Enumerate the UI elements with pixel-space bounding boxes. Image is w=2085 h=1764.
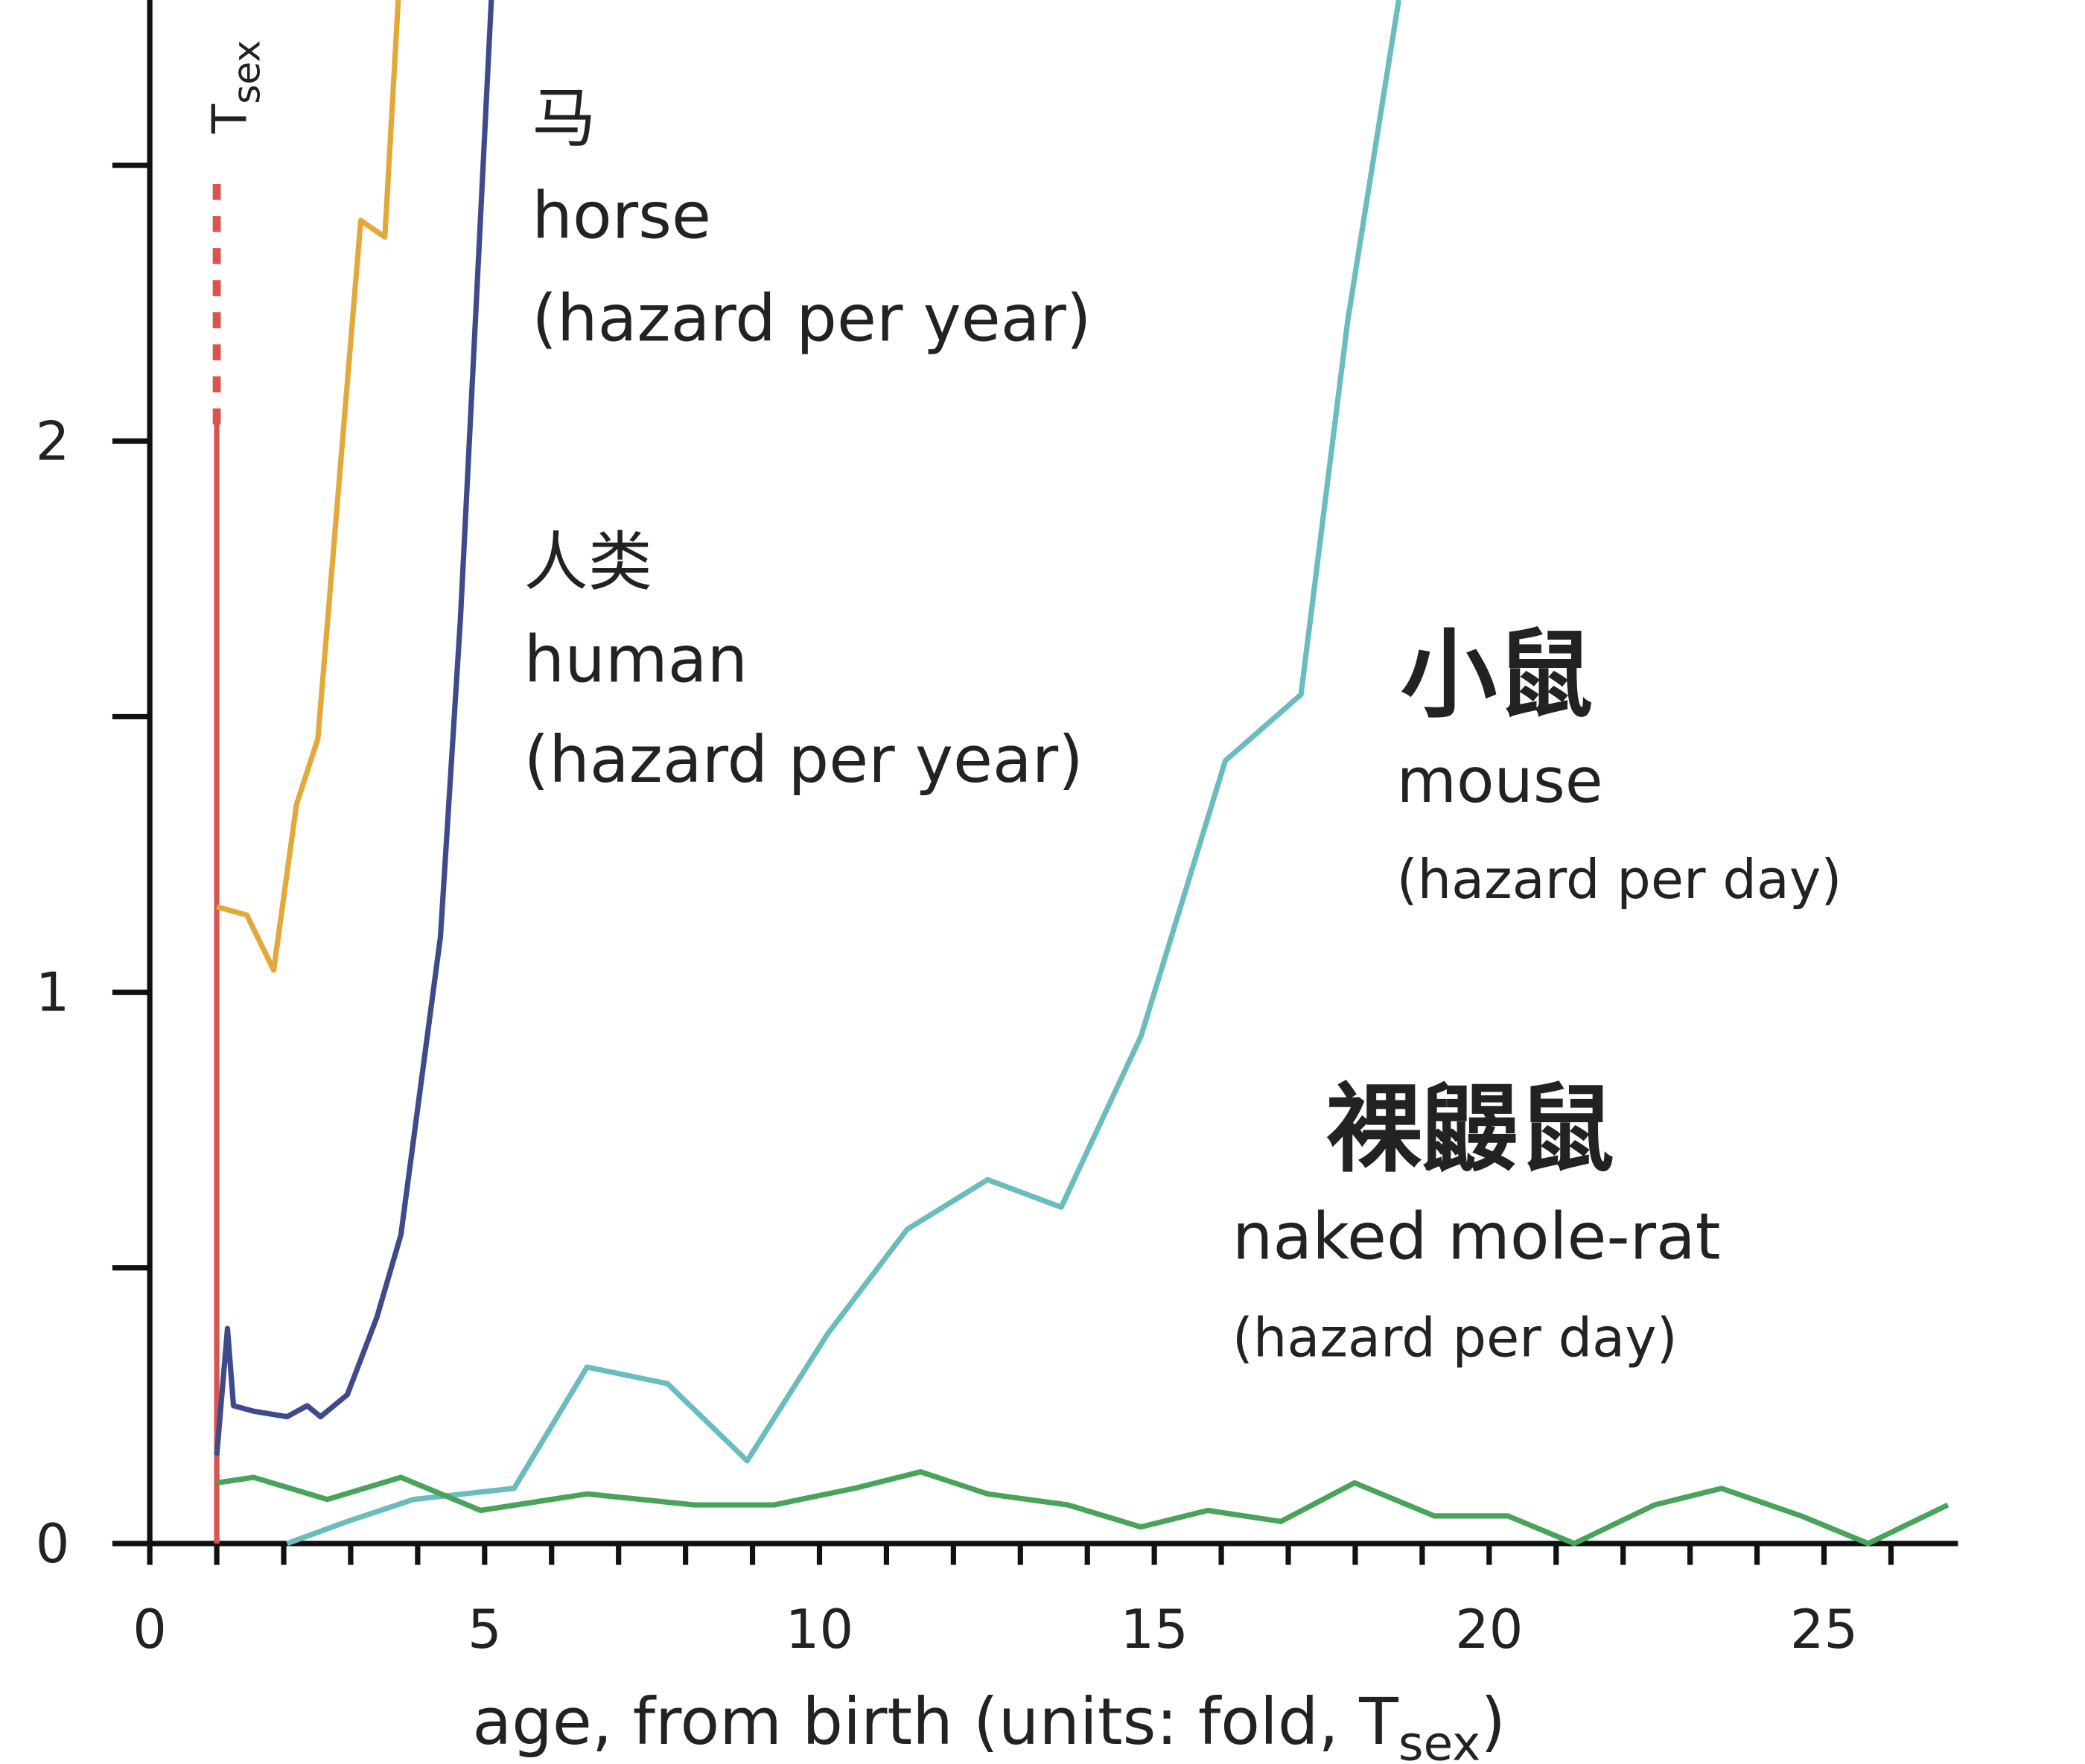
tsex-label-main: T xyxy=(203,104,258,134)
series-label-cn: 小鼠 xyxy=(1401,620,1593,731)
series-line xyxy=(216,0,401,973)
x-tick-label: 10 xyxy=(786,1598,853,1660)
x-axis-label-part: sex xyxy=(1398,1716,1480,1764)
series-unit: (hazard per year) xyxy=(532,282,1091,357)
x-tick-label: 15 xyxy=(1120,1598,1188,1660)
series-label-cn: 人类 xyxy=(524,525,652,599)
plot-area xyxy=(214,0,1949,1547)
series-label-cn: 马 xyxy=(532,81,596,156)
series-line xyxy=(286,0,1401,1547)
x-axis-label-part: ) xyxy=(1480,1685,1506,1760)
series-label: mouse xyxy=(1397,745,1603,817)
x-axis-label: age, from birth (units: fold, Tsex) xyxy=(472,1685,1506,1764)
series-label: human xyxy=(524,623,748,697)
series-line xyxy=(214,0,494,1456)
tsex-label-sub: sex xyxy=(225,40,269,104)
series-label-cn: 裸鼹鼠 xyxy=(1325,1074,1614,1185)
series-unit: (hazard per year) xyxy=(524,723,1083,797)
series-unit: (hazard per day) xyxy=(1397,848,1842,911)
y-tick-label: 0 xyxy=(36,1512,70,1575)
series-line xyxy=(216,1469,1949,1547)
series-label: horse xyxy=(532,179,711,253)
x-tick-label: 0 xyxy=(133,1598,167,1660)
tsex-label: Tsex xyxy=(203,40,269,134)
x-tick-label: 20 xyxy=(1455,1598,1523,1660)
y-tick-label: 2 xyxy=(36,410,70,472)
x-axis-label-part: age, from birth (units: fold, T xyxy=(472,1685,1398,1760)
series-unit: (hazard per day) xyxy=(1232,1307,1678,1369)
y-tick-label: 1 xyxy=(36,961,70,1024)
series-label: naked mole-rat xyxy=(1232,1200,1721,1275)
x-tick-label: 25 xyxy=(1790,1598,1858,1660)
x-tick-label: 5 xyxy=(468,1598,502,1660)
